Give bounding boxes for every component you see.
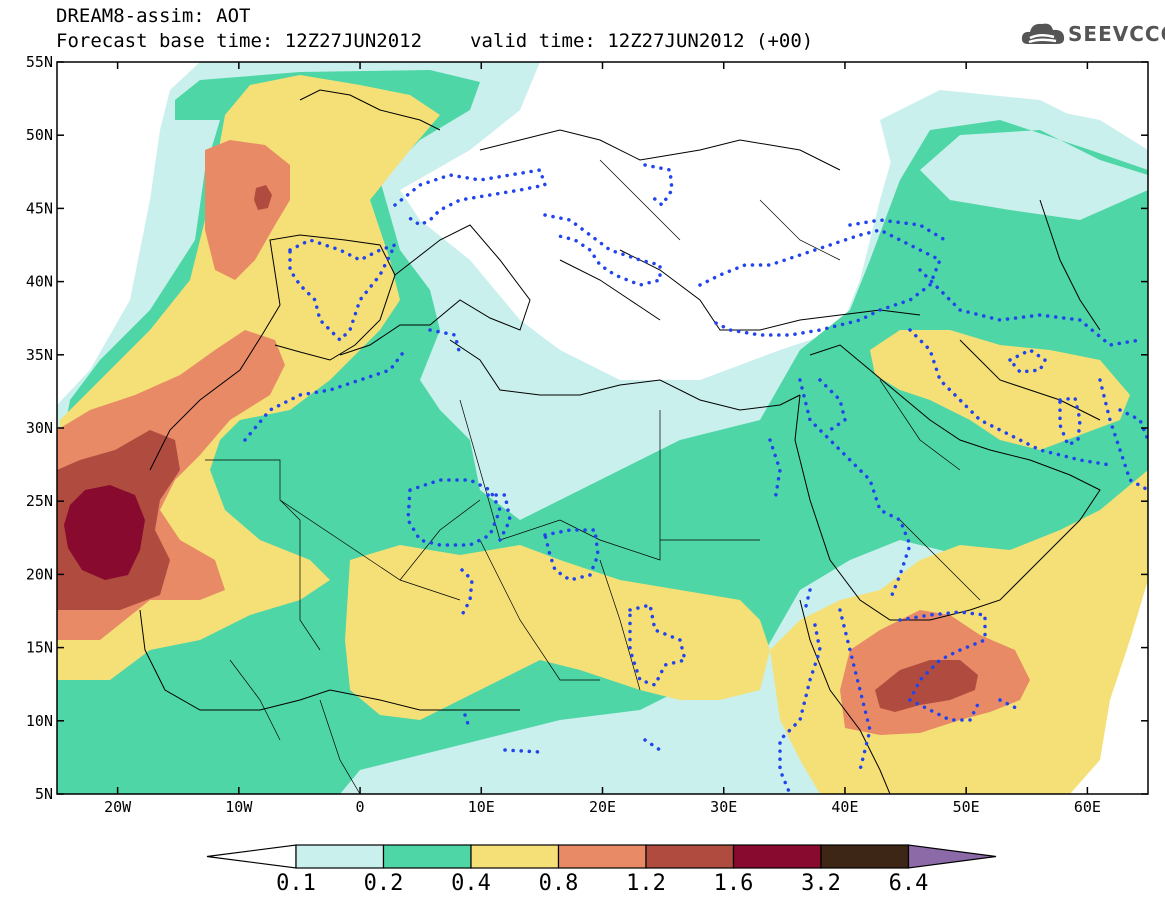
lat-label: 25N: [26, 492, 53, 510]
lat-label: 20N: [26, 565, 53, 583]
colorbar-swatch: [382, 844, 472, 869]
latitude-axis: 55N 50N 45N 40N 35N 30N 25N 20N 15N 10N 5N: [26, 53, 1148, 803]
colorbar-label: 0.8: [539, 871, 579, 896]
coastlines: [139, 89, 1101, 794]
cloud-icon: [1021, 23, 1065, 44]
colorbar-label: 1.2: [626, 871, 666, 896]
colorbar-high-triangle: [907, 844, 997, 869]
colorbar-label: 0.4: [451, 871, 491, 896]
base-time: Forecast base time: 12Z27JUN2012: [56, 30, 423, 52]
colorbar-swatch: [645, 844, 735, 869]
valid-time: valid time: 12Z27JUN2012 (+00): [470, 30, 814, 52]
lat-label: 45N: [26, 199, 53, 217]
lon-label: 0: [356, 798, 365, 816]
colorbar: 0.1 0.2 0.4 0.8 1.2 1.6 3.2 6.4: [206, 844, 997, 896]
aot-band-1.6: [64, 485, 145, 580]
colorbar-swatch: [732, 844, 822, 869]
lat-label: 30N: [26, 419, 53, 437]
colorbar-label: 0.1: [276, 871, 316, 896]
colorbar-swatch: [295, 844, 385, 869]
lon-label: 60E: [1074, 798, 1101, 816]
forecast-times: Forecast base time: 12Z27JUN2012 valid ti…: [56, 31, 813, 51]
seevccc-logo: SEEVCCC: [1020, 18, 1165, 52]
lon-label: 10W: [225, 798, 253, 816]
lat-label: 15N: [26, 639, 53, 657]
lat-label: 10N: [26, 712, 53, 730]
lon-label: 30E: [710, 798, 737, 816]
lat-label: 5N: [35, 785, 53, 803]
colorbar-swatch: [557, 844, 647, 869]
colorbar-low-triangle: [206, 844, 297, 869]
lon-label: 20E: [589, 798, 616, 816]
colorbar-swatch: [470, 844, 560, 869]
colorbar-label: 3.2: [801, 871, 841, 896]
lat-label: 35N: [26, 346, 53, 364]
colorbar-label: 1.6: [714, 871, 754, 896]
colorbar-label: 6.4: [889, 871, 929, 896]
lat-label: 40N: [26, 273, 53, 291]
lat-label: 50N: [26, 126, 53, 144]
lon-label: 50E: [953, 798, 980, 816]
map-title: DREAM8-assim: AOT: [56, 5, 251, 27]
lon-label: 20W: [104, 798, 132, 816]
logo-text: SEEVCCC: [1068, 22, 1165, 46]
lon-label: 40E: [831, 798, 858, 816]
dotted-contours: [243, 163, 1148, 794]
colorbar-label: 0.2: [364, 871, 404, 896]
lat-label: 55N: [26, 53, 53, 71]
lon-label: 10E: [468, 798, 495, 816]
map-field: [57, 62, 1148, 794]
colorbar-swatch: [820, 844, 910, 869]
longitude-axis: 20W 10W 0 10E 20E 30E 40E 50E 60E: [104, 62, 1101, 816]
borders: [205, 159, 981, 794]
